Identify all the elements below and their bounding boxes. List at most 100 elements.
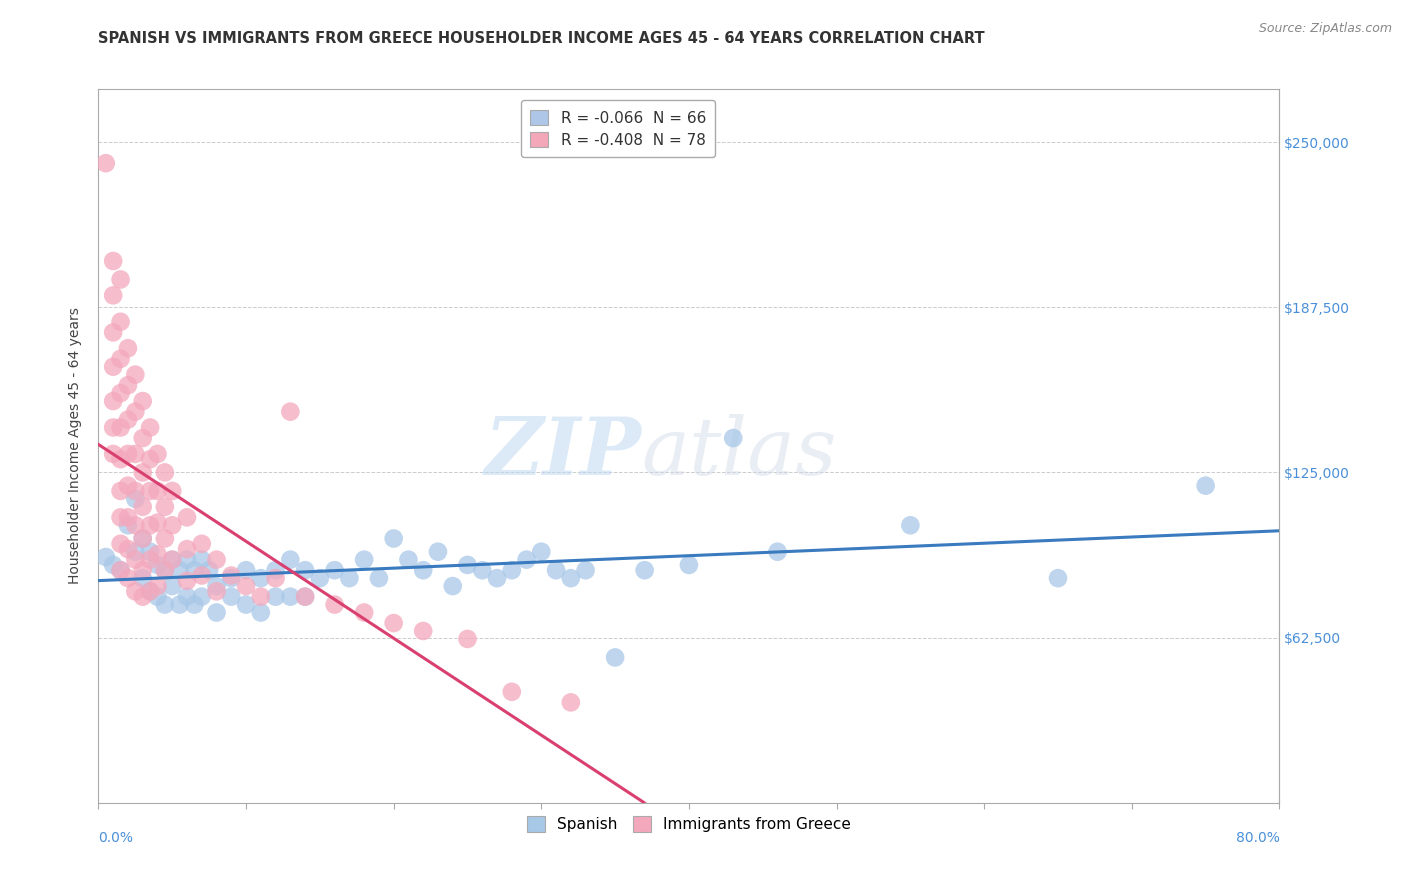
Point	[110, 386, 132, 401]
Point	[264, 563, 287, 577]
Point	[132, 563, 155, 577]
Point	[368, 571, 391, 585]
Point	[103, 394, 125, 409]
Point	[110, 563, 132, 577]
Point	[103, 359, 125, 374]
Point	[339, 571, 361, 585]
Point	[205, 552, 228, 566]
Point	[264, 571, 287, 585]
Point	[605, 650, 627, 665]
Point	[117, 510, 139, 524]
Point	[103, 447, 125, 461]
Point	[560, 571, 582, 585]
Point	[132, 532, 155, 546]
Point	[191, 552, 214, 566]
Point	[110, 452, 132, 467]
Point	[441, 579, 464, 593]
Point	[235, 598, 257, 612]
Point	[294, 563, 316, 577]
Point	[124, 368, 146, 382]
Point	[124, 552, 146, 566]
Point	[139, 545, 162, 559]
Point	[398, 552, 420, 566]
Point	[110, 563, 132, 577]
Point	[457, 558, 479, 572]
Point	[471, 563, 494, 577]
Point	[153, 500, 176, 514]
Point	[117, 378, 139, 392]
Point	[250, 590, 273, 604]
Point	[221, 590, 243, 604]
Point	[132, 466, 155, 480]
Point	[124, 447, 146, 461]
Point	[153, 598, 176, 612]
Point	[205, 584, 228, 599]
Point	[110, 483, 132, 498]
Point	[546, 563, 568, 577]
Point	[146, 483, 169, 498]
Point	[132, 532, 155, 546]
Point	[117, 542, 139, 557]
Point	[146, 590, 169, 604]
Point	[280, 404, 302, 418]
Point	[132, 394, 155, 409]
Point	[146, 447, 169, 461]
Point	[153, 563, 176, 577]
Point	[1046, 571, 1070, 585]
Point	[162, 552, 183, 566]
Point	[575, 563, 598, 577]
Point	[110, 510, 132, 524]
Point	[530, 545, 553, 559]
Point	[124, 545, 146, 559]
Point	[198, 563, 221, 577]
Point	[139, 552, 162, 566]
Point	[124, 404, 146, 418]
Point	[153, 563, 176, 577]
Point	[103, 254, 125, 268]
Point	[103, 558, 125, 572]
Text: ZIP: ZIP	[485, 415, 641, 491]
Point	[124, 483, 146, 498]
Point	[139, 584, 162, 599]
Point	[183, 563, 205, 577]
Point	[110, 272, 132, 286]
Point	[132, 500, 155, 514]
Point	[146, 558, 169, 572]
Point	[501, 563, 523, 577]
Point	[117, 571, 139, 585]
Point	[486, 571, 509, 585]
Point	[323, 563, 346, 577]
Point	[139, 518, 162, 533]
Text: Source: ZipAtlas.com: Source: ZipAtlas.com	[1258, 22, 1392, 36]
Point	[250, 571, 273, 585]
Point	[110, 420, 132, 434]
Point	[139, 483, 162, 498]
Point	[280, 590, 302, 604]
Point	[294, 590, 316, 604]
Point	[162, 518, 183, 533]
Point	[153, 466, 176, 480]
Point	[162, 552, 183, 566]
Point	[191, 590, 214, 604]
Point	[146, 579, 169, 593]
Point	[501, 685, 523, 699]
Point	[117, 447, 139, 461]
Point	[294, 590, 316, 604]
Point	[110, 315, 132, 329]
Text: 0.0%: 0.0%	[98, 831, 134, 846]
Point	[124, 584, 146, 599]
Point	[103, 326, 125, 340]
Point	[132, 431, 155, 445]
Point	[205, 579, 228, 593]
Point	[162, 483, 183, 498]
Point	[94, 156, 117, 170]
Point	[124, 491, 146, 506]
Point	[110, 351, 132, 366]
Point	[221, 568, 243, 582]
Point	[205, 606, 228, 620]
Point	[427, 545, 450, 559]
Point	[678, 558, 700, 572]
Point	[191, 568, 214, 582]
Point	[103, 420, 125, 434]
Point	[723, 431, 745, 445]
